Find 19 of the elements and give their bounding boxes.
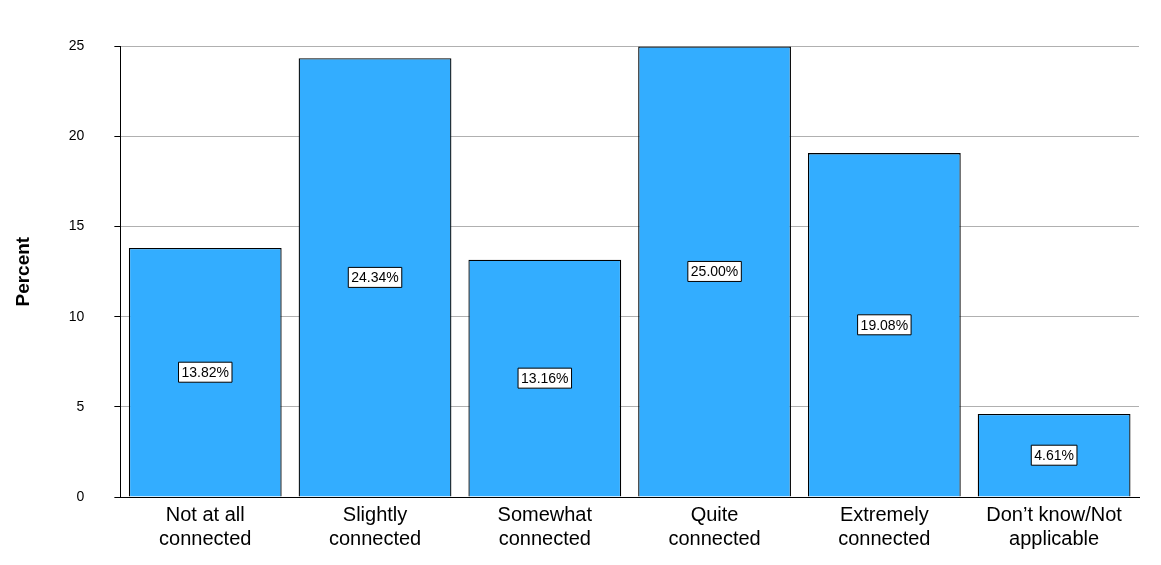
data-label: 13.82% xyxy=(181,364,229,381)
y-tick-label: 5 xyxy=(76,397,85,414)
data-label: 4.61% xyxy=(1034,447,1074,464)
x-tick-label: Don’t know/Not applicable xyxy=(986,502,1123,549)
x-tick-label: Quite connected xyxy=(668,502,761,549)
y-tick-label: 0 xyxy=(76,487,85,504)
y-tick-label: 25 xyxy=(68,37,85,54)
x-tick-label: Somewhat connected xyxy=(497,502,593,549)
y-tick-label: 15 xyxy=(68,217,85,234)
data-label: 13.16% xyxy=(521,370,569,387)
data-label: 19.08% xyxy=(860,316,909,333)
data-label: 24.34% xyxy=(351,269,399,286)
x-tick-label: Extremely connected xyxy=(838,502,931,549)
data-label: 25.00% xyxy=(690,263,739,280)
x-tick-label: Not at all connected xyxy=(159,502,252,549)
y-axis-title: Percent xyxy=(11,236,33,307)
y-tick-label: 10 xyxy=(68,307,85,324)
x-tick-label: Slightly connected xyxy=(328,502,422,549)
y-tick-label: 20 xyxy=(68,127,85,144)
